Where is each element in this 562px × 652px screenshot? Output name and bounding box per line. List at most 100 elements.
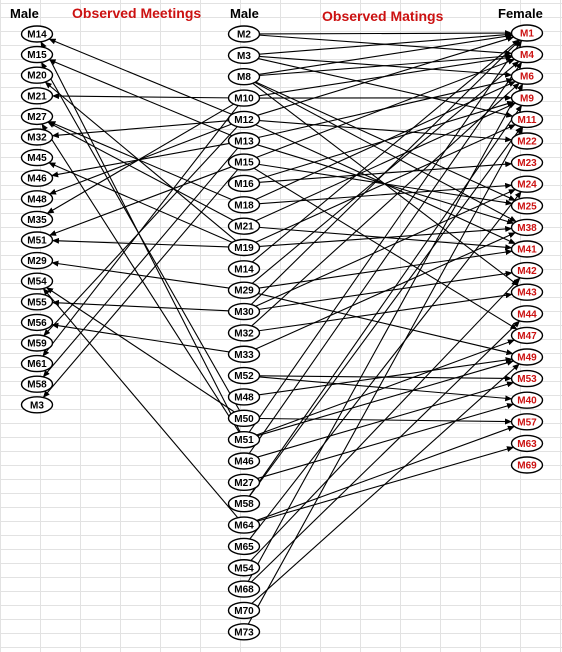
female-node-ellipse (510, 326, 544, 345)
mid-node-label: M27 (234, 478, 254, 489)
left-node-label: M51 (27, 236, 47, 247)
left-node-m21: M21 (20, 87, 54, 105)
left-male-header: Male (10, 6, 39, 21)
mid-node-ellipse (227, 537, 261, 556)
mid-node-ellipse (227, 67, 261, 86)
mid-node-m27: M27 (227, 473, 261, 492)
left-node-ellipse (20, 313, 54, 332)
female-node-ellipse (510, 89, 544, 107)
left-node-ellipse (20, 272, 54, 290)
left-node-ellipse (20, 375, 54, 393)
meeting-edge-16 (51, 260, 230, 289)
left-node-m15: M15 (20, 45, 54, 64)
mating-edge-22 (255, 80, 516, 201)
female-header: Female (498, 6, 543, 21)
mid-node-m68: M68 (227, 580, 261, 598)
female-node-label: M40 (517, 396, 537, 407)
mid-node-label: M8 (237, 72, 251, 83)
left-node-m48: M48 (20, 190, 54, 208)
left-node-m51: M51 (20, 231, 54, 249)
mid-node-m54: M54 (227, 559, 261, 577)
female-node-ellipse (510, 305, 544, 323)
left-node-ellipse (20, 148, 54, 167)
mid-node-label: M15 (234, 158, 254, 169)
female-node-ellipse (510, 153, 544, 172)
mid-node-m14: M14 (227, 260, 261, 278)
female-node-label: M25 (517, 201, 537, 212)
mid-node-label: M16 (234, 179, 254, 190)
mating-edge-19 (253, 167, 518, 330)
female-node-label: M38 (517, 223, 537, 234)
female-node-label: M23 (517, 158, 537, 169)
mid-male-header: Male (230, 6, 259, 21)
meeting-edge-20 (51, 322, 230, 353)
mid-node-ellipse (227, 238, 261, 257)
left-node-ellipse (20, 251, 54, 270)
female-node-label: M47 (517, 331, 537, 342)
left-node-label: M29 (27, 256, 47, 267)
mating-edge-32 (250, 39, 521, 305)
mid-node-ellipse (227, 366, 261, 385)
left-node-label: M35 (27, 215, 47, 226)
mating-edge-54 (251, 363, 520, 604)
mid-node-m52: M52 (227, 366, 261, 385)
mating-edge-8 (254, 81, 517, 223)
female-node-label: M53 (517, 374, 537, 385)
female-node-label: M24 (517, 180, 537, 191)
edges (40, 30, 524, 625)
female-node-m41: M41 (510, 240, 544, 258)
female-node-m6: M6 (510, 67, 544, 85)
mid-node-label: M19 (234, 243, 254, 254)
left-node-ellipse (20, 107, 54, 126)
mid-node-label: M52 (234, 371, 254, 382)
mid-node-ellipse (227, 89, 261, 107)
meeting-edge-8 (41, 123, 240, 433)
mating-edge-17 (256, 58, 515, 158)
mid-node-m18: M18 (227, 196, 261, 214)
mid-node-ellipse (227, 580, 261, 598)
meeting-edge-0 (48, 38, 233, 115)
mid-node-label: M13 (234, 136, 254, 147)
mating-edge-45 (248, 61, 523, 454)
mating-edge-44 (257, 359, 514, 437)
mid-node-m3: M3 (227, 46, 261, 65)
mid-node-label: M2 (237, 30, 251, 41)
mating-edge-5 (258, 33, 513, 75)
mid-node-m29: M29 (227, 281, 261, 299)
matings-header: Observed Matings (322, 8, 444, 24)
mid-node-ellipse (227, 559, 261, 577)
female-node-ellipse (510, 45, 544, 64)
mid-node-ellipse (227, 281, 261, 299)
female-node-m25: M25 (510, 197, 544, 215)
female-node-ellipse (510, 413, 544, 431)
female-node-label: M9 (520, 93, 534, 104)
meeting-edge-7 (47, 121, 234, 221)
left-node-ellipse (20, 293, 54, 311)
female-node-m9: M9 (510, 89, 544, 107)
mating-edge-43 (256, 339, 515, 436)
mating-edge-42 (248, 40, 523, 433)
mid-node-m50: M50 (227, 409, 261, 427)
mid-node-label: M10 (234, 94, 254, 105)
mid-node-label: M58 (234, 499, 254, 510)
meeting-edge-3 (40, 61, 241, 411)
mid-node-m70: M70 (227, 601, 261, 620)
left-node-label: M15 (27, 50, 47, 61)
female-node-ellipse (510, 218, 544, 237)
left-node-ellipse (20, 190, 54, 208)
female-node-ellipse (510, 369, 544, 388)
mid-node-ellipse (227, 153, 261, 171)
mating-edge-48 (249, 126, 522, 497)
meeting-edge-15 (49, 166, 232, 236)
female-node-ellipse (510, 456, 544, 474)
female-node-ellipse (510, 391, 544, 409)
female-node-ellipse (510, 261, 544, 280)
mid-node-label: M50 (234, 414, 254, 425)
mid-node-ellipse (227, 302, 261, 321)
female-node-label: M42 (517, 266, 537, 277)
mating-edge-49 (256, 425, 515, 521)
left-node-ellipse (20, 231, 54, 249)
left-node-m55: M55 (20, 293, 54, 311)
female-node-label: M6 (520, 72, 534, 83)
